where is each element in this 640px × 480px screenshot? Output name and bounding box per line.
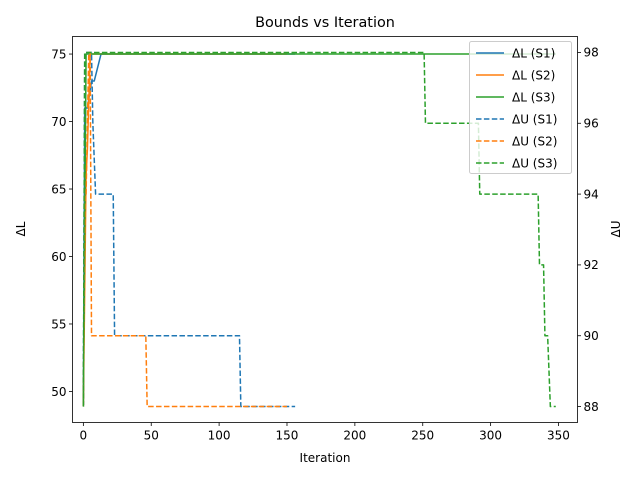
y-right-tick-label: 98 <box>584 46 599 60</box>
x-tick-label: 0 <box>80 429 88 443</box>
y-right-tick-label: 94 <box>584 187 599 201</box>
plot-area-frame <box>72 36 578 423</box>
x-tick-label: 300 <box>479 429 502 443</box>
y-right-tick-label: 88 <box>584 400 599 414</box>
legend-label: ΔU (S3) <box>512 156 557 170</box>
legend-frame <box>469 41 572 174</box>
legend-label: ΔU (S2) <box>512 134 557 148</box>
legend: ΔL (S1) ΔL (S2) ΔL (S3) ΔU (S1) ΔU (S2) ΔU (S… <box>469 41 572 174</box>
y-right-tick-label: 92 <box>584 258 599 272</box>
y-right-axis-title: ΔU <box>609 221 623 238</box>
y-left-tick-label: 60 <box>51 250 66 264</box>
y-left-tick-label: 75 <box>51 47 66 61</box>
x-tick-label: 50 <box>144 429 159 443</box>
legend-entries: ΔL (S1) ΔL (S2) ΔL (S3) ΔU (S1) ΔU (S2) ΔU (S… <box>476 46 557 170</box>
x-tick-label: 200 <box>343 429 366 443</box>
x-axis-title: Iteration <box>300 451 351 465</box>
y-left-axis-title: ΔL <box>14 221 28 236</box>
series-line-6 <box>82 51 556 408</box>
legend-label: ΔL (S1) <box>512 46 555 60</box>
x-tick-label: 350 <box>547 429 570 443</box>
x-tick-label: 150 <box>276 429 299 443</box>
y-left-tick-label: 50 <box>51 385 66 399</box>
x-tick-label: 100 <box>208 429 231 443</box>
x-tick-label: 250 <box>411 429 434 443</box>
y-right-tick-label: 96 <box>584 117 599 131</box>
legend-label: ΔL (S3) <box>512 90 555 104</box>
chart-title: Bounds vs Iteration <box>255 15 395 31</box>
legend-label: ΔU (S1) <box>512 112 557 126</box>
y-left-axis-ticks: 50 55 60 65 70 75 <box>51 47 73 399</box>
y-right-axis-ticks: 88 90 92 94 96 98 <box>577 46 599 414</box>
y-right-tick-label: 90 <box>584 329 599 343</box>
legend-label: ΔL (S2) <box>512 68 555 82</box>
y-left-tick-label: 70 <box>51 115 66 129</box>
y-left-tick-label: 65 <box>51 182 66 196</box>
y-left-tick-label: 55 <box>51 317 66 331</box>
x-axis-ticks: 0 50 100 150 200 250 300 350 <box>80 422 570 443</box>
plot-series <box>82 51 556 408</box>
